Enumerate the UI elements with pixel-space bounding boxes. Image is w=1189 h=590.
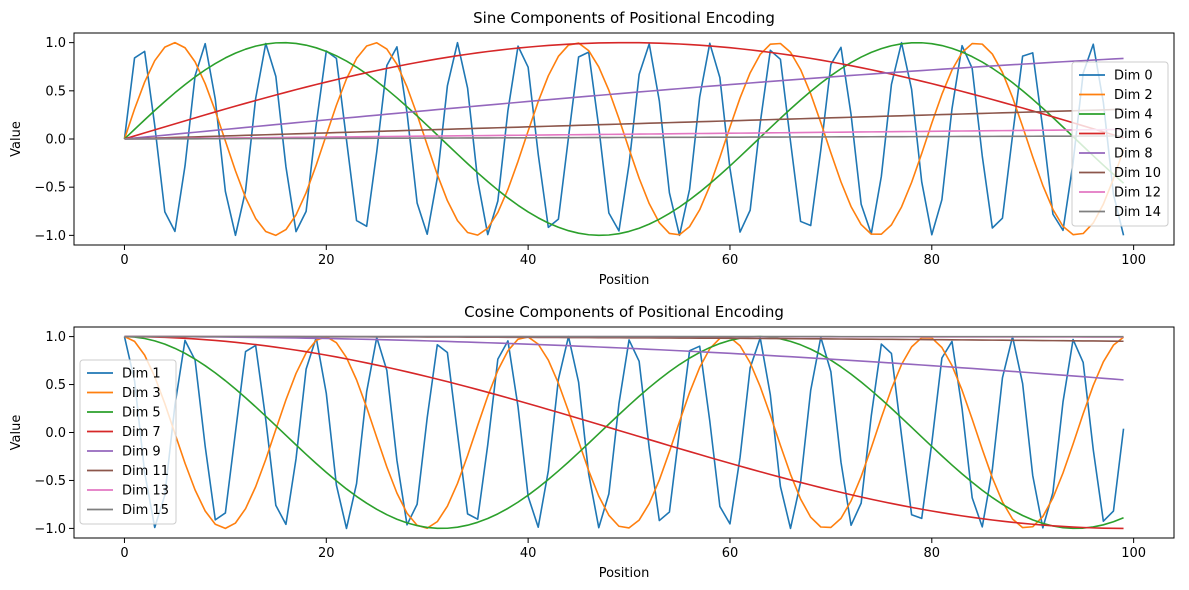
y-tick-label: 0.0 (45, 133, 66, 148)
y-tick-label: −1.0 (34, 522, 66, 537)
legend-label-dim-3: Dim 3 (122, 386, 161, 401)
x-tick-label: 0 (120, 546, 128, 561)
plot-area (73, 32, 1175, 246)
y-tick-label: 0.5 (45, 378, 66, 393)
x-tick-label: 80 (924, 253, 941, 268)
sine-components-chart: Sine Components of Positional Encoding 0… (9, 9, 1175, 288)
x-axis-ticks: 0 20 40 60 80 100 (120, 538, 1146, 561)
series-line-dim-14 (124, 135, 1124, 140)
chart-title: Cosine Components of Positional Encoding (464, 303, 784, 321)
y-axis-label: Value (9, 415, 24, 451)
legend-label-dim-10: Dim 10 (1114, 166, 1161, 181)
x-tick-label: 100 (1121, 253, 1146, 268)
legend-label-dim-2: Dim 2 (1114, 88, 1153, 103)
x-tick-label: 60 (722, 253, 739, 268)
y-axis-ticks: 1.0 0.5 0.0 −0.5 −1.0 (34, 36, 74, 244)
legend-label-dim-13: Dim 13 (122, 484, 169, 499)
series-line-dim-3 (124, 335, 1125, 530)
y-tick-label: 0.0 (45, 426, 66, 441)
y-tick-label: −0.5 (34, 474, 66, 489)
x-tick-label: 20 (318, 253, 335, 268)
legend-label-dim-9: Dim 9 (122, 445, 161, 460)
chart-title: Sine Components of Positional Encoding (473, 9, 775, 27)
x-tick-label: 20 (318, 546, 335, 561)
series-line-dim-1 (123, 335, 1125, 530)
series-line-dim-7 (124, 335, 1124, 530)
legend-label-dim-4: Dim 4 (1114, 108, 1153, 123)
x-tick-label: 80 (924, 546, 941, 561)
series-line-dim-8 (124, 57, 1124, 140)
y-tick-label: 1.0 (45, 330, 66, 345)
y-tick-label: −0.5 (34, 181, 66, 196)
x-axis-ticks: 0 20 40 60 80 100 (120, 245, 1146, 268)
series-line-dim-10 (124, 108, 1124, 140)
legend-label-dim-8: Dim 8 (1114, 147, 1153, 162)
y-tick-label: 1.0 (45, 36, 66, 51)
legend-label-dim-6: Dim 6 (1114, 127, 1153, 142)
series-line-dim-6 (124, 41, 1124, 140)
series-line-dim-4 (123, 41, 1125, 237)
series-line-dim-12 (124, 128, 1124, 140)
legend-label-dim-11: Dim 11 (122, 464, 169, 479)
x-axis-label: Position (599, 273, 650, 288)
legend: Dim 0 Dim 2 Dim 4 Dim 6 Dim 8 Dim 10 Dim 12 Dim… (1071, 61, 1169, 227)
y-axis-label: Value (9, 121, 24, 157)
y-tick-label: 0.5 (45, 84, 66, 99)
x-tick-label: 0 (120, 253, 128, 268)
cosine-components-chart: Cosine Components of Positional Encoding… (9, 303, 1175, 581)
legend-label-dim-12: Dim 12 (1114, 186, 1161, 201)
x-tick-label: 60 (722, 546, 739, 561)
legend-box (1071, 61, 1169, 227)
x-axis-label: Position (599, 566, 650, 581)
x-tick-label: 100 (1121, 546, 1146, 561)
series-line-dim-0 (123, 41, 1125, 237)
x-tick-label: 40 (520, 546, 537, 561)
series-line-dim-9 (124, 335, 1124, 381)
legend-label-dim-15: Dim 15 (122, 503, 169, 518)
legend-label-dim-1: Dim 1 (122, 367, 161, 382)
plot-area (73, 326, 1175, 539)
legend-label-dim-5: Dim 5 (122, 406, 161, 421)
y-tick-label: −1.0 (34, 229, 66, 244)
legend: Dim 1 Dim 3 Dim 5 Dim 7 Dim 9 Dim 11 Dim 13 Dim… (79, 359, 177, 525)
series-line-dim-5 (124, 335, 1124, 530)
y-axis-ticks: 1.0 0.5 0.0 −0.5 −1.0 (34, 330, 74, 537)
legend-label-dim-14: Dim 14 (1114, 205, 1161, 220)
legend-label-dim-7: Dim 7 (122, 425, 161, 440)
legend-label-dim-0: Dim 0 (1114, 69, 1153, 84)
x-tick-label: 40 (520, 253, 537, 268)
legend-box (79, 359, 177, 525)
